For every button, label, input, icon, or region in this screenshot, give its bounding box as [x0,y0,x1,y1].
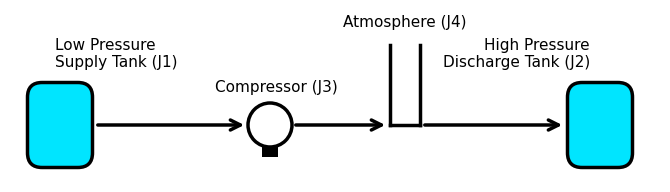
Text: High Pressure
Discharge Tank (J2): High Pressure Discharge Tank (J2) [443,38,590,70]
Text: Atmosphere (J4): Atmosphere (J4) [343,15,467,30]
Text: Compressor (J3): Compressor (J3) [215,80,338,95]
Bar [262,147,278,157]
Circle shape [248,103,292,147]
FancyBboxPatch shape [27,83,92,167]
Text: Low Pressure
Supply Tank (J1): Low Pressure Supply Tank (J1) [55,38,178,70]
FancyBboxPatch shape [567,83,632,167]
